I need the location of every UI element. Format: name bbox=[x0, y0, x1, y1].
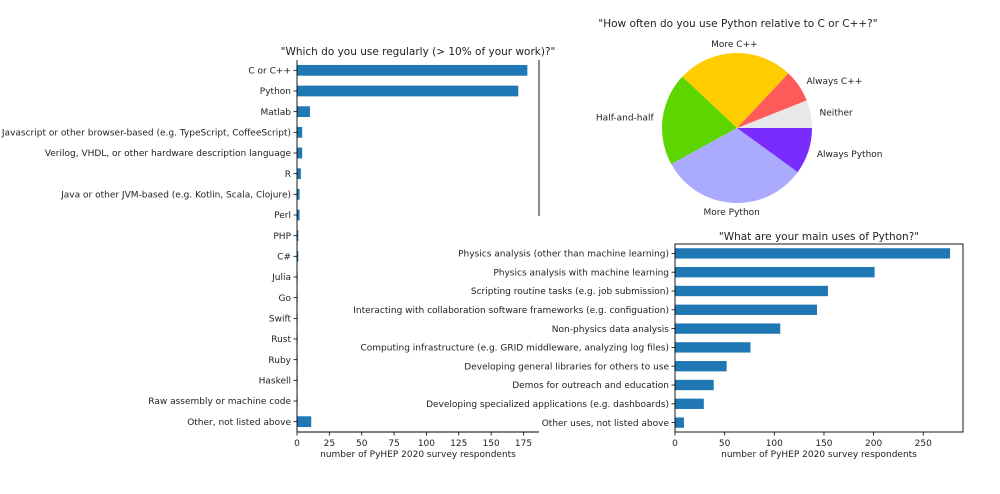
c3-category-label: Non-physics data analysis bbox=[552, 325, 670, 335]
pie-slice-always-python bbox=[737, 128, 812, 173]
c1-category-label: C# bbox=[277, 253, 291, 263]
c3-bar-computing-infrastructure-e-g-grid-middle bbox=[675, 342, 751, 353]
c1-bar-other-not-listed-above bbox=[297, 416, 312, 428]
c3-bar-scripting-routine-tasks-e-g-job-submissi bbox=[675, 285, 828, 297]
python-uses-x-ticks: 0 50 100 150 200 250 bbox=[672, 432, 932, 449]
c1-x-tick-label: 175 bbox=[515, 439, 532, 449]
c1-category-label: R bbox=[285, 170, 291, 180]
c1-category-label: Haskell bbox=[259, 377, 291, 387]
pie-slice-labels: Neither Always C++ More C++ Half-and-half Mo… bbox=[596, 40, 883, 218]
python-uses-bar-chart: "What are your main uses of Python?" Phy… bbox=[353, 231, 964, 460]
python-uses-bars bbox=[675, 248, 951, 428]
c1-x-tick-label: 25 bbox=[324, 439, 335, 449]
c1-bar-c bbox=[297, 250, 299, 262]
c3-bar-developing-specialized-applications-e-g- bbox=[675, 398, 704, 409]
c1-category-label: Java or other JVM-based (e.g. Kotlin, Sc… bbox=[60, 191, 291, 201]
c1-bar-python bbox=[297, 85, 519, 97]
python-vs-cpp-pie-chart: "How often do you use Python relative to… bbox=[596, 18, 883, 218]
c1-bar-javascript-or-other-browser-based-e-g-ty bbox=[297, 126, 303, 138]
c1-category-label: Julia bbox=[271, 273, 291, 283]
c3-x-tick-label: 250 bbox=[915, 439, 932, 449]
pie-label-more-c: More C++ bbox=[711, 40, 758, 50]
c3-x-tick-label: 0 bbox=[672, 439, 678, 449]
c3-x-tick-label: 200 bbox=[865, 439, 882, 449]
c1-x-tick-label: 100 bbox=[418, 439, 435, 449]
c1-bar-php bbox=[297, 230, 299, 242]
c1-category-label: Verilog, VHDL, or other hardware descrip… bbox=[45, 149, 292, 159]
pie-chart-title: "How often do you use Python relative to… bbox=[598, 18, 877, 30]
python-uses-chart-title: "What are your main uses of Python?" bbox=[719, 231, 919, 243]
c3-category-label: Demos for outreach and education bbox=[512, 381, 669, 391]
c3-category-label: Physics analysis (other than machine lea… bbox=[458, 250, 669, 260]
python-uses-axes-frame bbox=[674, 243, 964, 433]
pie-slice-neither bbox=[737, 100, 812, 128]
pie-slice-more-c bbox=[682, 53, 789, 128]
c3-bar-other-uses-not-listed-above bbox=[675, 417, 684, 428]
pie-slice-half-and-half bbox=[662, 76, 737, 165]
pie-label-half-and-half: Half-and-half bbox=[596, 114, 655, 124]
c1-category-label: PHP bbox=[273, 232, 291, 242]
pie-label-always-python: Always Python bbox=[817, 150, 883, 160]
c1-bar-matlab bbox=[297, 106, 310, 118]
pie-label-neither: Neither bbox=[820, 109, 854, 119]
pie-label-more-python: More Python bbox=[704, 208, 760, 218]
c1-x-tick-label: 0 bbox=[294, 439, 300, 449]
c3-bar-physics-analysis-other-than-machine-lear bbox=[675, 248, 951, 259]
c1-bar-java-or-other-jvm-based-e-g-kotlin-scala bbox=[297, 188, 300, 200]
c1-category-label: Matlab bbox=[260, 108, 291, 118]
c1-category-label: Javascript or other browser-based (e.g. … bbox=[1, 129, 291, 139]
c3-category-label: Computing infrastructure (e.g. GRID midd… bbox=[360, 344, 669, 354]
languages-x-ticks: 0 25 50 75 100 125 150 175 bbox=[294, 432, 532, 449]
c1-category-label: Go bbox=[279, 294, 292, 304]
c1-x-tick-label: 150 bbox=[483, 439, 500, 449]
c3-category-label: Interacting with collaboration software … bbox=[353, 306, 669, 316]
c3-x-tick-label: 100 bbox=[766, 439, 783, 449]
c1-category-label: Other, not listed above bbox=[187, 418, 291, 428]
c1-category-label: Rust bbox=[271, 335, 291, 345]
pie-slice-more-python bbox=[671, 128, 798, 203]
languages-x-axis-label: number of PyHEP 2020 survey respondents bbox=[320, 450, 516, 460]
pie-slice-always-c bbox=[737, 73, 807, 128]
c3-x-tick-label: 150 bbox=[815, 439, 832, 449]
c3-category-label: Other uses, not listed above bbox=[542, 419, 670, 429]
pie-label-always-c: Always C++ bbox=[807, 77, 863, 87]
c1-x-tick-label: 75 bbox=[388, 439, 399, 449]
c1-bar-perl bbox=[297, 209, 300, 221]
c1-x-tick-label: 50 bbox=[356, 439, 368, 449]
c3-x-tick-label: 50 bbox=[719, 439, 731, 449]
c1-bar-verilog-vhdl-or-other-hardware-descripti bbox=[297, 147, 303, 159]
languages-category-labels: C or C++ Python Matlab Javascript or other … bbox=[1, 67, 297, 428]
c1-category-label: Python bbox=[260, 87, 291, 97]
c1-bar-r bbox=[297, 168, 301, 180]
c1-x-tick-label: 125 bbox=[450, 439, 467, 449]
c3-category-label: Developing specialized applications (e.g… bbox=[426, 400, 669, 410]
pie-slices bbox=[662, 53, 812, 203]
c3-category-label: Developing general libraries for others … bbox=[464, 362, 669, 372]
c3-bar-developing-general-libraries-for-others- bbox=[675, 361, 727, 372]
c3-bar-interacting-with-collaboration-software- bbox=[675, 304, 818, 315]
c1-bar-c-or-c bbox=[297, 64, 528, 76]
c3-bar-non-physics-data-analysis bbox=[675, 323, 781, 334]
c3-category-label: Scripting routine tasks (e.g. job submis… bbox=[471, 287, 669, 297]
c3-category-label: Physics analysis with machine learning bbox=[493, 268, 669, 278]
python-uses-category-labels: Physics analysis (other than machine lea… bbox=[353, 250, 675, 429]
c1-category-label: Swift bbox=[269, 315, 292, 325]
c1-category-label: C or C++ bbox=[248, 67, 291, 77]
languages-bar-chart: "Which do you use regularly (> 10% of yo… bbox=[1, 46, 555, 460]
languages-chart-title: "Which do you use regularly (> 10% of yo… bbox=[281, 46, 556, 58]
c1-category-label: Ruby bbox=[268, 356, 291, 366]
c3-bar-demos-for-outreach-and-education bbox=[675, 379, 714, 391]
python-uses-x-axis-label: number of PyHEP 2020 survey respondents bbox=[721, 450, 917, 460]
c1-category-label: Perl bbox=[274, 211, 291, 221]
c1-category-label: Raw assembly or machine code bbox=[148, 397, 291, 407]
c3-bar-physics-analysis-with-machine-learning bbox=[675, 267, 875, 278]
